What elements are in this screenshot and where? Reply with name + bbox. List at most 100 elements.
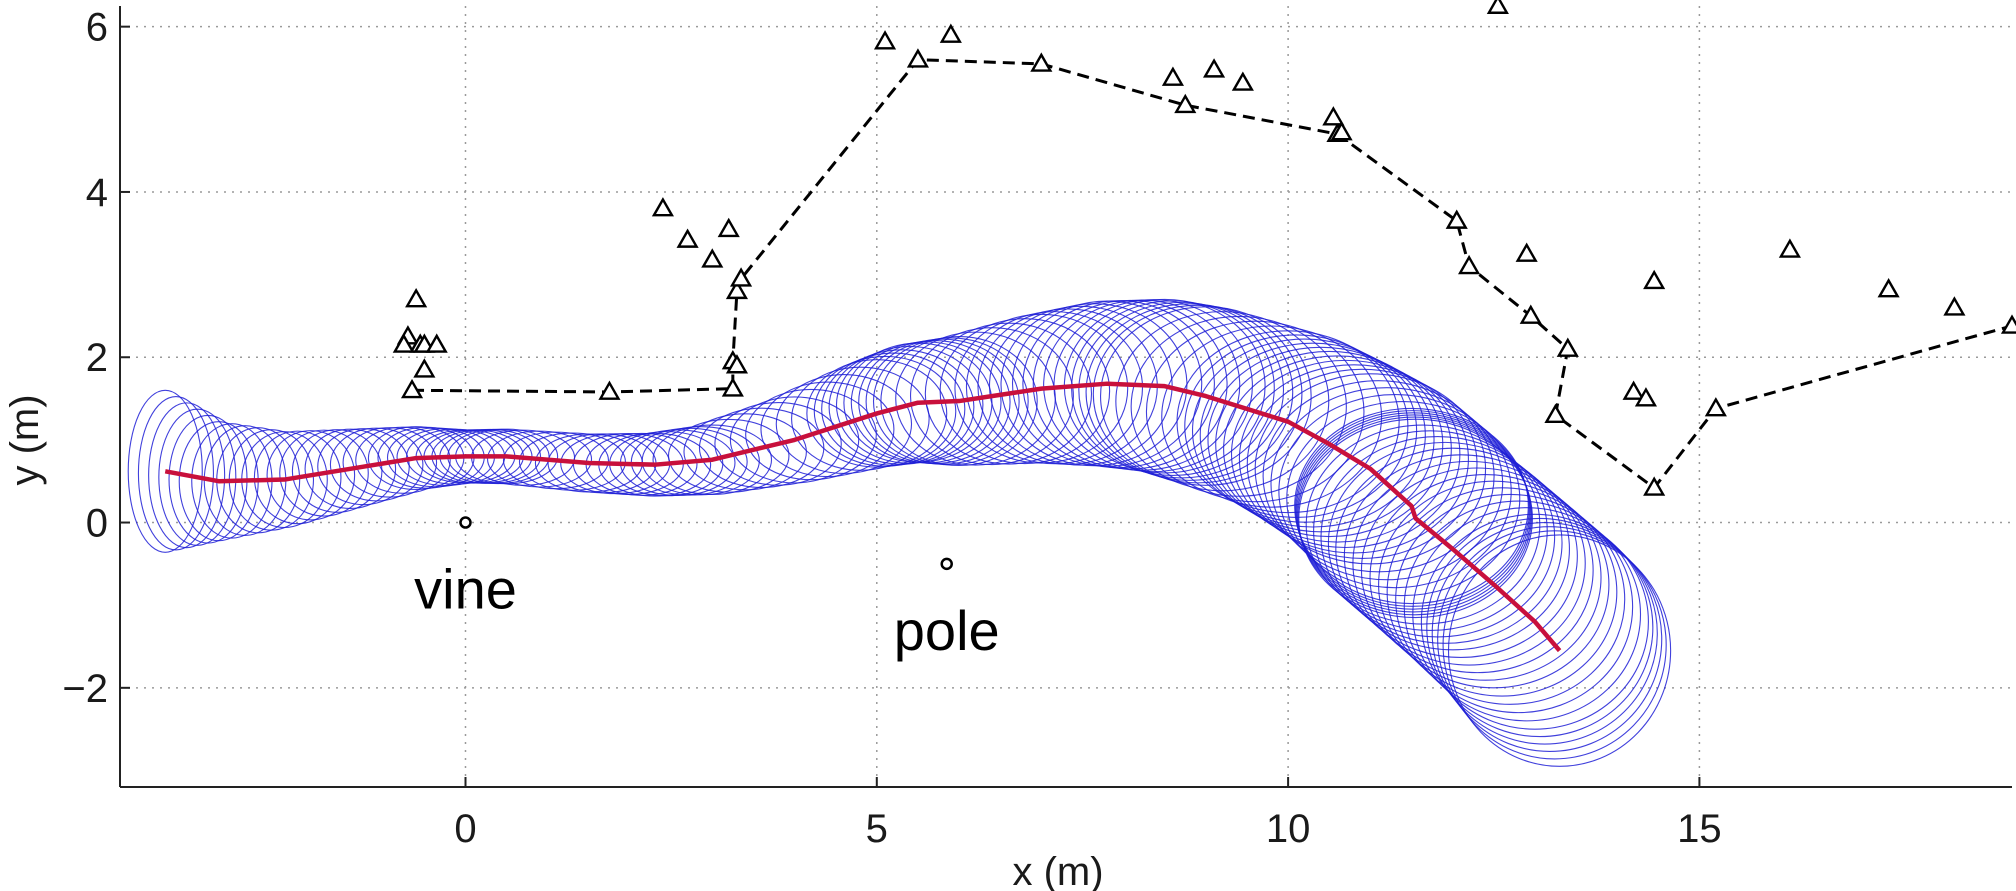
uncertainty-ellipse [1403,500,1634,714]
uncertainty-ellipse [1085,303,1294,481]
uncertainty-ellipse [1099,306,1312,486]
uncertainty-ellipses [127,298,1672,767]
uncertainty-ellipse [1352,460,1586,666]
landmark-marker [1634,387,1658,407]
landmark-marker [1330,121,1353,141]
uncertainty-ellipse [1420,513,1649,730]
landmark-marker [1943,296,1966,316]
uncertainty-ellipse [1343,454,1578,658]
x-axis-title: x (m) [1012,850,1103,891]
y-tick-label: 4 [86,171,108,215]
grid [120,6,2012,787]
uncertainty-ellipse [1278,394,1512,589]
path-landmark-marker [730,267,753,287]
x-tick-label: 15 [1677,807,1722,851]
landmark-marker [425,333,448,353]
uncertainty-ellipse [667,418,790,493]
uncertainty-ellipse [828,349,975,465]
estimated-trajectory-line [164,381,1562,653]
uncertainty-ellipse [1254,373,1487,565]
path-landmark-marker [721,377,744,397]
uncertainty-ellipse [1305,424,1541,625]
path-landmark-marker [2000,314,2016,334]
x-tick-label: 5 [866,807,888,851]
path-landmark-marker [1544,403,1567,424]
landmark-marker [1515,242,1538,262]
uncertainty-ellipse [329,427,424,502]
path-landmark-marker [725,279,749,300]
pole-label: pole [894,599,1000,662]
uncertainty-ellipse [1199,342,1426,528]
pole-marker [940,557,953,571]
landmark-marker [1231,71,1254,91]
x-tick-label: 0 [454,807,476,851]
reference-points: vine pole [414,516,1000,662]
path-landmark-marker [598,380,621,400]
landmark-marker [676,228,699,248]
uncertainty-ellipse [1437,526,1663,753]
landmark-marker [1778,238,1801,258]
uncertainty-ellipse [266,430,356,521]
y-tick-label: 6 [86,6,108,50]
path-landmark-marker [1458,254,1481,275]
uncertainty-ellipse [652,424,773,495]
path-landmark-marker [906,48,929,68]
uncertainty-ellipse [1145,320,1365,503]
landmark-marker [1161,66,1185,86]
uncertainty-ellipse [1431,521,1658,745]
uncertainty-ellipse [683,413,807,491]
path-landmark-marker [1519,304,1542,324]
uncertainty-ellipse [1378,480,1610,689]
uncertainty-ellipse [1360,467,1594,674]
landmark-marker [651,197,674,217]
landmark-marker [1877,278,1900,298]
landmark-marker [725,354,749,374]
uncertainty-ellipse [821,352,966,466]
landmark-marker [701,248,724,268]
landmark-marker [717,217,740,238]
uncertainty-ellipse [279,429,369,517]
landmark-marker [939,23,962,43]
uncertainty-ellipse [1297,416,1533,616]
landmark-marker [1622,380,1645,400]
uncertainty-ellipse [342,427,438,498]
uncertainty-ellipse [127,389,203,553]
path-landmark-marker [1643,476,1666,496]
uncertainty-ellipse [1215,350,1444,538]
path-landmark-marker [1556,337,1579,357]
uncertainty-ellipse [1191,338,1418,523]
uncertainty-ellipse [1447,534,1672,767]
uncertainty-ellipse [1115,311,1330,492]
uncertainty-ellipse [137,396,214,551]
landmark-marker [405,287,428,308]
vine-marker [459,516,472,529]
uncertainty-ellipse [1223,355,1452,543]
uncertainty-ellipse [158,408,237,546]
uncertainty-ellipse [1327,441,1563,644]
uncertainty-ellipse [1426,517,1654,738]
trajectory-layer [164,381,1562,653]
uncertainty-ellipse [1294,407,1529,605]
landmark-marker [392,333,415,353]
path-landmark-marker [1174,93,1197,114]
uncertainty-ellipse [148,402,226,549]
vine-label: vine [414,558,517,621]
landmark-marker [1203,58,1226,78]
landmark-marker [413,358,436,378]
uncertainty-ellipse [1335,447,1570,651]
axes [119,6,2012,788]
y-tick-label: 2 [86,336,108,380]
tick-labels: 0 5 10 15 6 4 2 0 −2 [62,6,1721,851]
uncertainty-ellipse [1262,380,1495,573]
uncertainty-ellipse [1395,493,1626,705]
landmark-markers [392,0,2016,496]
y-tick-label: 0 [86,502,108,546]
uncertainty-ellipse [1412,507,1642,722]
uncertainty-ellipse [1386,487,1618,697]
uncertainty-ellipse [641,426,760,496]
uncertainty-ellipse [1230,359,1461,549]
uncertainty-ellipse [835,345,984,464]
uncertainty-ellipse [791,366,930,471]
uncertainty-ellipse [1369,474,1602,681]
landmark-marker [1322,106,1345,126]
